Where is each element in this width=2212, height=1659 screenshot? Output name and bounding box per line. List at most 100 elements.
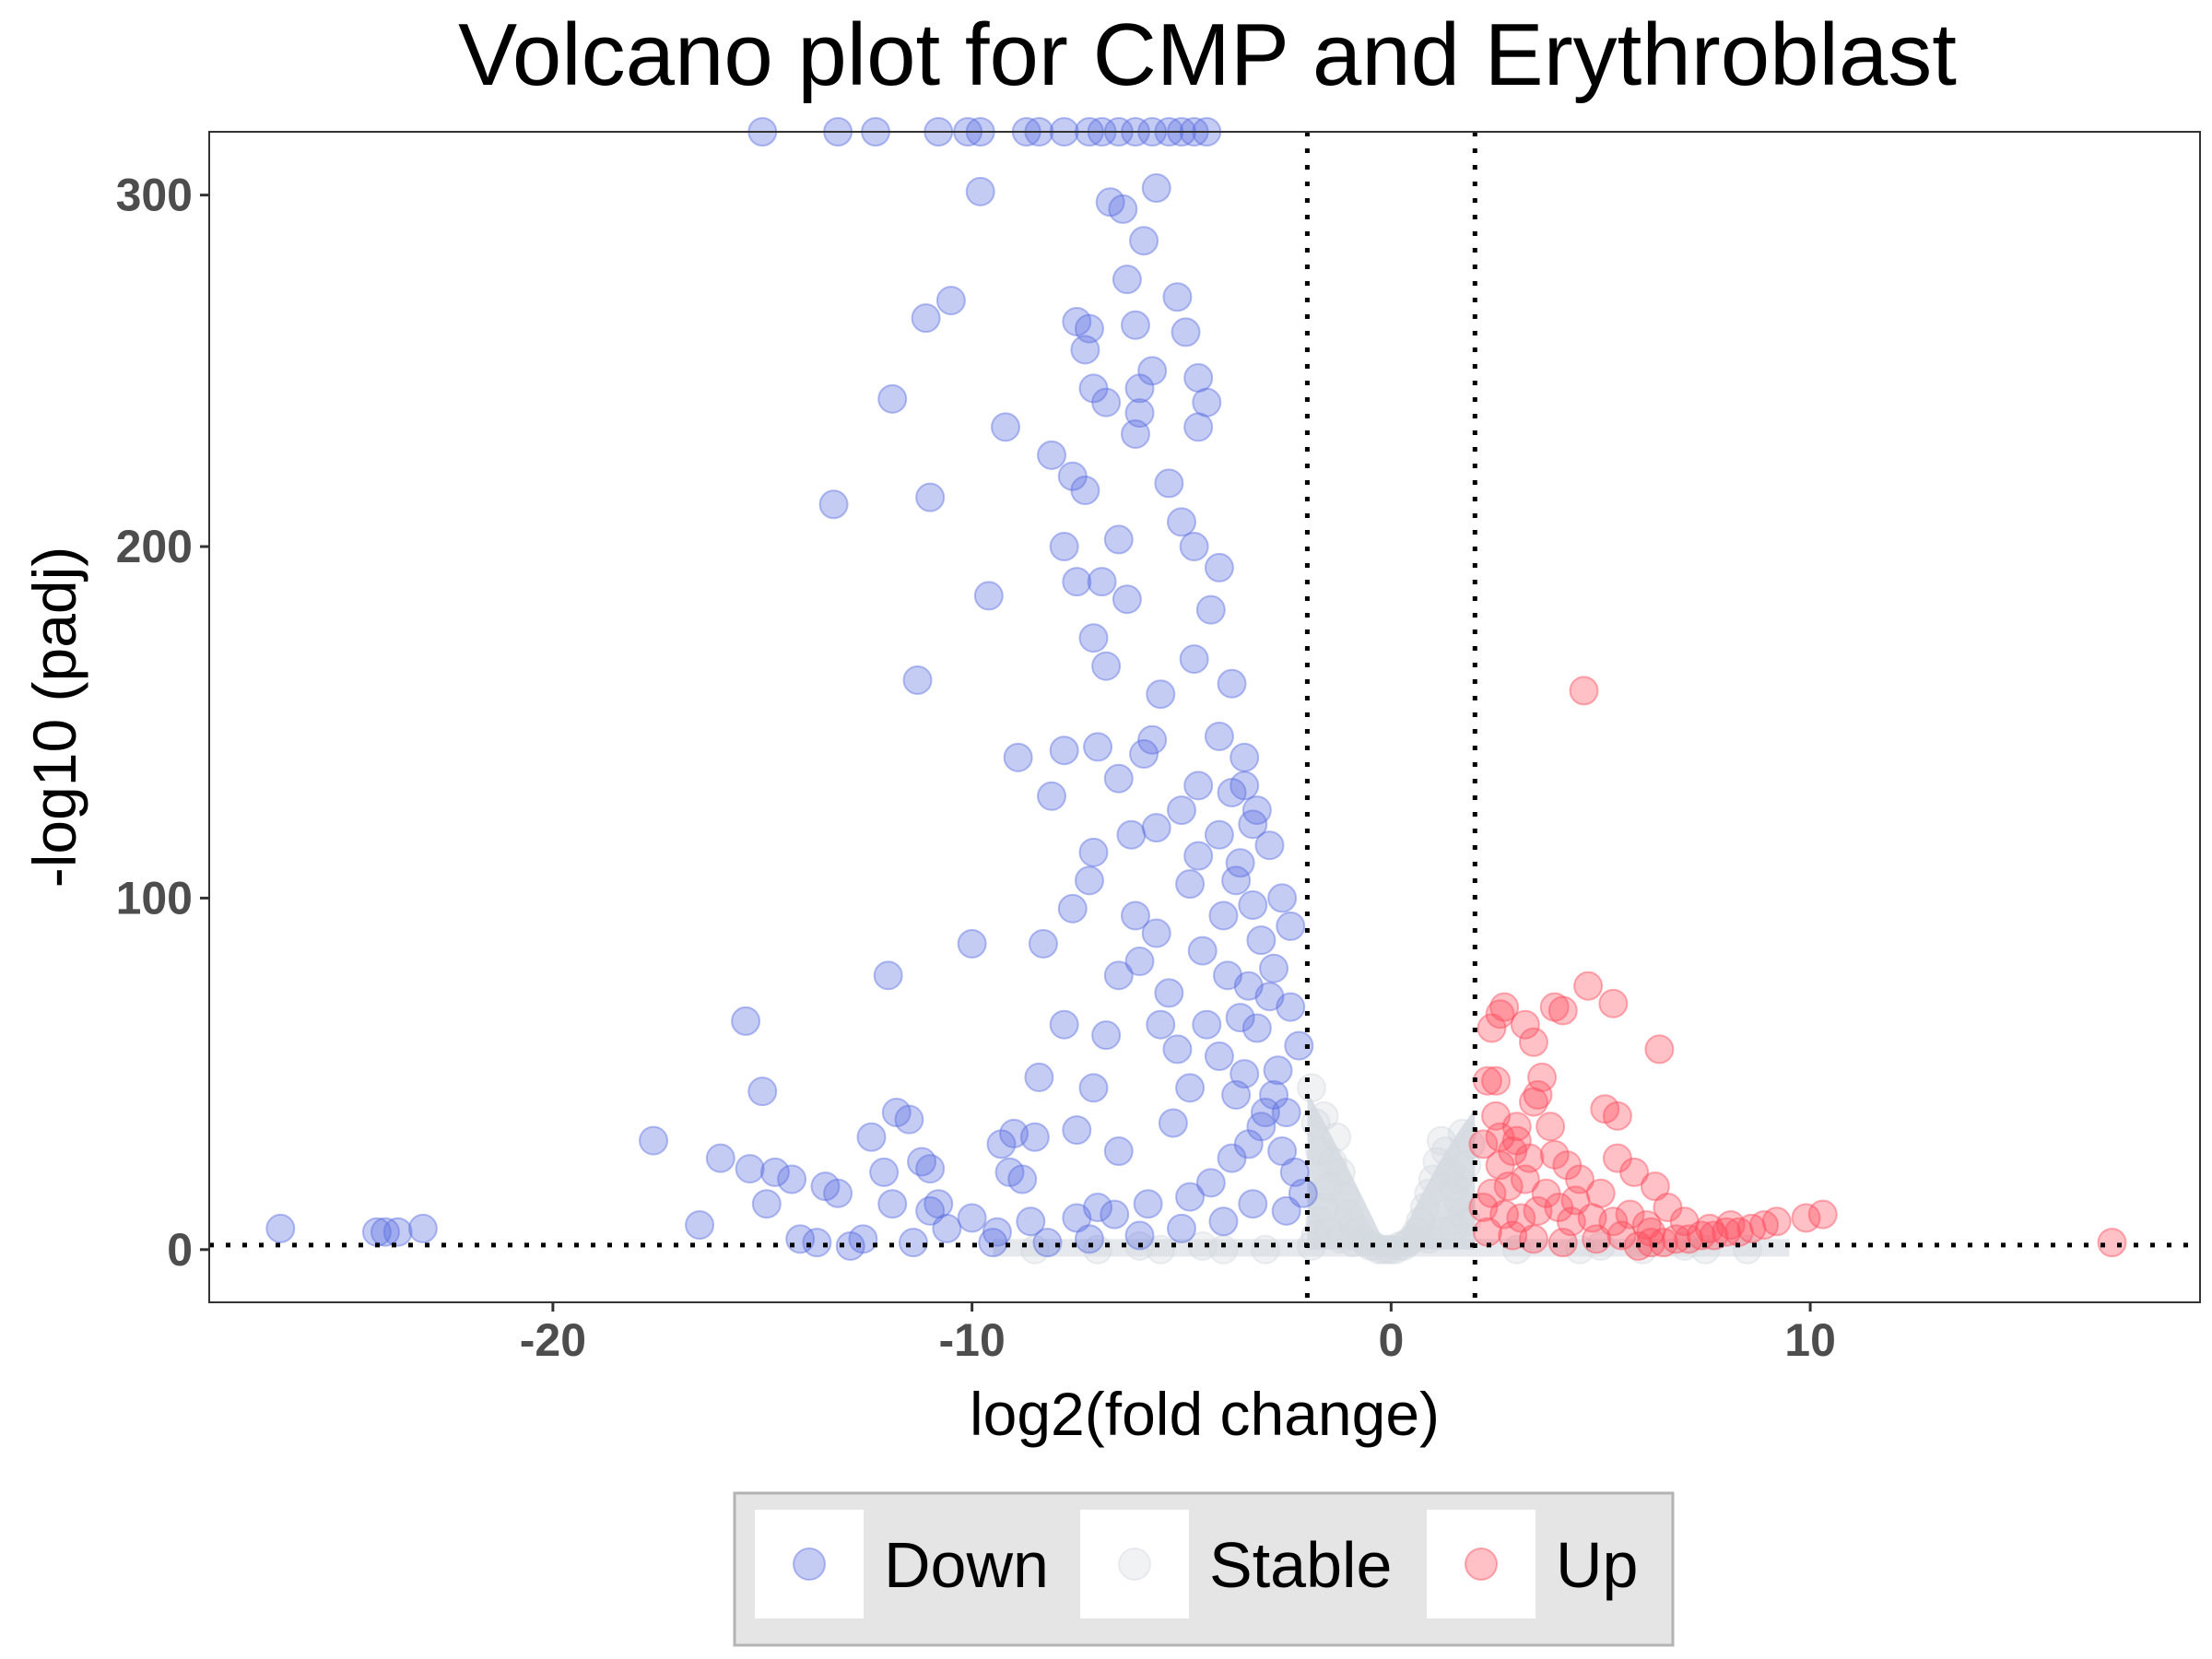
point-down [1230, 771, 1260, 801]
point-up [1518, 1027, 1548, 1057]
point-down [986, 1129, 1017, 1159]
point-up [1636, 1228, 1666, 1258]
point-stable [1439, 1171, 1469, 1202]
point-stable [1414, 1178, 1444, 1208]
point-down [1271, 1098, 1301, 1128]
point-down [1091, 1020, 1122, 1051]
point-down [1112, 265, 1142, 295]
point-stable [1363, 1234, 1394, 1265]
point-up [1539, 992, 1570, 1022]
point-down [957, 928, 987, 959]
point-down [1057, 461, 1088, 491]
point-down [1162, 1034, 1193, 1065]
point-up [1761, 1206, 1792, 1237]
point-stable [1334, 1199, 1364, 1230]
legend-key-box [1080, 1510, 1189, 1618]
point-stable [1313, 1171, 1344, 1202]
point-up [1481, 1065, 1512, 1096]
point-down [1112, 584, 1142, 615]
point-up [1489, 1199, 1520, 1230]
point-down [894, 1104, 924, 1135]
point-down [915, 482, 946, 512]
point-down [1263, 1055, 1293, 1086]
point-down [1116, 819, 1147, 850]
point-down [1100, 1199, 1130, 1230]
point-up [1552, 1150, 1583, 1181]
point-stable [1376, 1234, 1406, 1265]
point-down [1166, 507, 1196, 537]
point-down [1238, 809, 1268, 840]
point-down [1213, 960, 1243, 991]
point-down [1221, 865, 1252, 896]
point-stable [1322, 1122, 1352, 1152]
point-up [1493, 1171, 1524, 1202]
point-down [705, 1143, 735, 1173]
point-down [1070, 335, 1100, 365]
point-down [1241, 1013, 1272, 1043]
point-down [1019, 1122, 1050, 1152]
point-up [1644, 1034, 1675, 1065]
point-up [1472, 1217, 1502, 1247]
point-down [1095, 187, 1125, 218]
point-down [848, 1224, 878, 1254]
point-stable [1330, 1182, 1360, 1212]
point-down [999, 1118, 1030, 1148]
point-down [1204, 552, 1234, 582]
point-down [1037, 440, 1067, 470]
point-down [1233, 971, 1264, 1001]
point-stable [1430, 1136, 1461, 1167]
point-stable [1393, 1228, 1423, 1258]
point-up [1749, 1210, 1780, 1241]
point-down [1175, 1073, 1206, 1103]
point-down [1129, 739, 1159, 770]
point-down [1225, 848, 1255, 878]
chart-title: Volcano plot for CMP and Erythroblast [458, 6, 1957, 104]
point-down [1166, 1213, 1196, 1243]
point-down [1276, 992, 1306, 1022]
point-down [1037, 781, 1067, 811]
point-down [902, 665, 933, 695]
point-up [1498, 1220, 1528, 1251]
point-up [1582, 1224, 1612, 1254]
legend-label-stable: Stable [1209, 1529, 1392, 1601]
point-stable [1447, 1118, 1477, 1148]
point-down [1074, 1224, 1104, 1254]
point-down [1062, 1203, 1092, 1233]
point-down [1049, 532, 1079, 562]
point-down [1284, 1030, 1314, 1061]
point-down [1183, 362, 1214, 393]
point-down [1057, 893, 1088, 924]
point-down [1162, 282, 1193, 312]
point-stable [1732, 1234, 1762, 1265]
point-up [1527, 1062, 1558, 1092]
point-down [1074, 313, 1104, 344]
point-down [1195, 594, 1226, 625]
point-down [685, 1210, 715, 1241]
point-up [2097, 1228, 2127, 1258]
points-layer [265, 117, 2127, 1265]
point-down [1250, 1098, 1280, 1128]
point-up [1699, 1220, 1729, 1251]
point-up [1631, 1210, 1662, 1241]
point-down [1016, 1206, 1046, 1237]
plot-panel [209, 132, 2200, 1302]
point-down [1124, 398, 1155, 429]
point-down [810, 1171, 841, 1202]
point-down [1230, 1059, 1260, 1089]
point-up [1736, 1213, 1767, 1243]
point-down [1158, 1108, 1188, 1138]
point-stable [1083, 1234, 1113, 1265]
point-stable [1406, 1206, 1436, 1237]
point-down [1166, 795, 1196, 826]
point-down [1254, 982, 1285, 1012]
point-down [735, 1154, 765, 1184]
point-up [1602, 1100, 1632, 1131]
plot-border [208, 131, 2201, 1303]
point-stable [1305, 1206, 1335, 1237]
point-down [1062, 1115, 1092, 1146]
point-down [1154, 978, 1184, 1008]
point-down [1024, 1062, 1054, 1092]
point-down [1195, 1168, 1226, 1198]
y-axis: 0 100 200 300 [116, 170, 209, 1276]
point-down [1070, 476, 1100, 506]
